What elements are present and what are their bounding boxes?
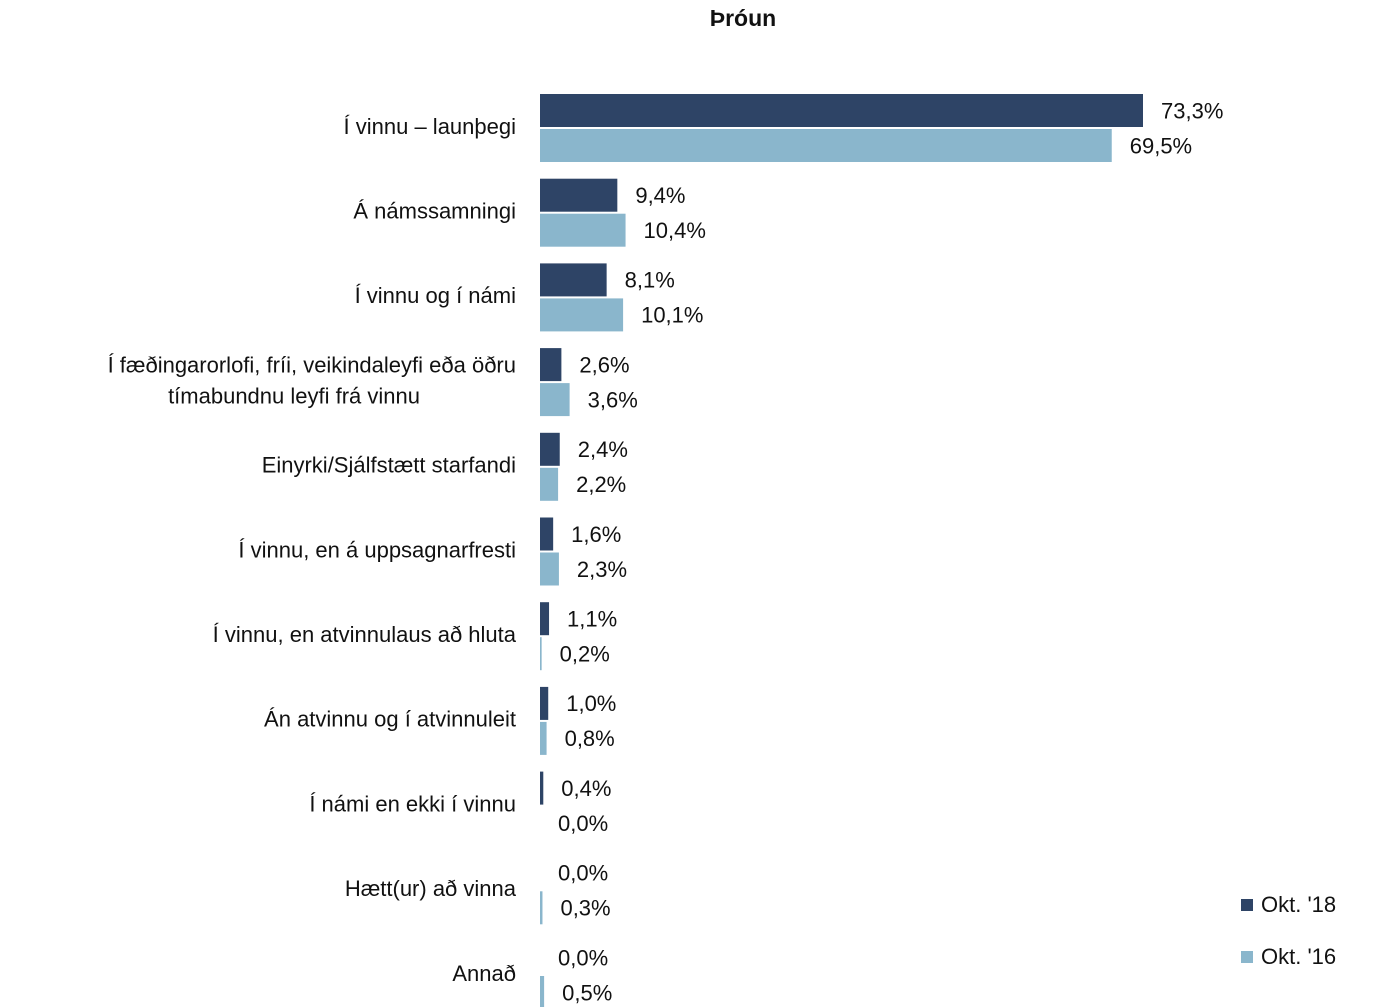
legend-label: Okt. '16 — [1261, 944, 1336, 969]
value-label: 0,0% — [558, 861, 608, 886]
bar — [540, 129, 1112, 162]
category-label: Í vinnu, en atvinnulaus að hluta — [213, 622, 517, 647]
category-label: Í námi en ekki í vinnu — [309, 791, 516, 816]
category-label: Einyrki/Sjálfstætt starfandi — [262, 453, 516, 478]
bar — [540, 383, 570, 417]
value-label: 9,4% — [635, 183, 685, 208]
bar — [540, 432, 560, 466]
bar — [540, 298, 624, 332]
value-label: 0,0% — [558, 945, 608, 970]
category-label: Án atvinnu og í atvinnuleit — [264, 707, 516, 732]
bar — [540, 686, 549, 720]
bar — [540, 263, 607, 297]
category-label: Í fæðingarorlofi, fríi, veikindaleyfi eð… — [108, 352, 516, 408]
bar — [540, 178, 618, 212]
bar — [540, 976, 545, 1007]
bar — [540, 517, 554, 551]
value-label: 2,2% — [576, 472, 626, 497]
value-label: 2,4% — [578, 437, 628, 462]
bar — [540, 467, 559, 501]
value-label: 3,6% — [588, 387, 638, 412]
value-label: 2,6% — [579, 352, 629, 377]
value-label: 0,4% — [561, 776, 611, 801]
value-label: 69,5% — [1130, 133, 1192, 158]
value-label: 10,1% — [641, 303, 703, 328]
bar — [540, 94, 1143, 127]
bar — [540, 552, 559, 586]
bar — [540, 771, 544, 805]
bar — [540, 602, 550, 636]
category-label: Í vinnu, en á uppsagnarfresti — [238, 537, 516, 562]
category-label: Í vinnu – launþegi — [344, 114, 516, 139]
bar — [540, 348, 562, 382]
value-label: 1,6% — [571, 522, 621, 547]
value-label: 0,8% — [565, 726, 615, 751]
value-label: 0,0% — [558, 811, 608, 836]
category-label: Í vinnu og í námi — [355, 283, 516, 308]
value-label: 1,1% — [567, 607, 617, 632]
bar — [540, 637, 542, 671]
value-label: 2,3% — [577, 557, 627, 582]
bar — [540, 213, 626, 247]
bar — [540, 721, 547, 755]
legend-swatch — [1241, 951, 1253, 963]
value-label: 8,1% — [625, 268, 675, 293]
legend-label: Okt. '18 — [1261, 892, 1336, 917]
value-label: 0,3% — [560, 896, 610, 921]
value-label: 1,0% — [566, 691, 616, 716]
value-label: 0,2% — [560, 642, 610, 667]
category-label: Á námssamningi — [353, 199, 516, 224]
category-label: Annað — [452, 961, 516, 986]
value-label: 10,4% — [644, 218, 706, 243]
bar — [540, 891, 543, 925]
legend-swatch — [1241, 899, 1253, 911]
chart-title: Þróun — [710, 5, 776, 31]
category-label: Hætt(ur) að vinna — [345, 876, 517, 901]
value-label: 73,3% — [1161, 98, 1223, 123]
value-label: 0,5% — [562, 980, 612, 1005]
